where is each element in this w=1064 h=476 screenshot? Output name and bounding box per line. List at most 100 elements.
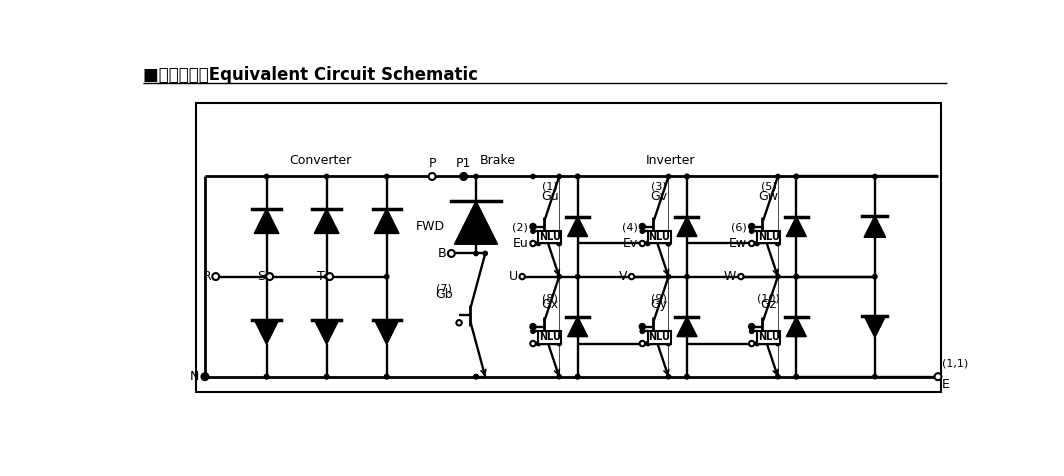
Circle shape — [749, 224, 754, 229]
Circle shape — [473, 375, 478, 379]
Circle shape — [776, 241, 780, 246]
Circle shape — [776, 274, 780, 279]
Circle shape — [749, 224, 753, 228]
Circle shape — [325, 274, 329, 279]
Circle shape — [384, 375, 388, 379]
Bar — [538, 331, 562, 344]
Circle shape — [666, 241, 670, 246]
Text: (10): (10) — [758, 294, 780, 304]
Circle shape — [934, 373, 942, 380]
Circle shape — [384, 174, 388, 178]
Bar — [648, 231, 670, 243]
Text: Gx: Gx — [542, 298, 559, 311]
Circle shape — [264, 375, 269, 379]
Text: Gv: Gv — [651, 189, 668, 203]
Text: (8): (8) — [542, 294, 558, 304]
Circle shape — [213, 273, 219, 280]
Circle shape — [536, 341, 541, 346]
Polygon shape — [254, 320, 279, 344]
Text: Gy: Gy — [651, 298, 668, 311]
Circle shape — [776, 341, 780, 346]
Circle shape — [558, 241, 562, 246]
Text: Ev: Ev — [622, 237, 637, 250]
Text: FWD: FWD — [416, 220, 445, 233]
Circle shape — [685, 274, 689, 279]
Circle shape — [666, 241, 670, 246]
Circle shape — [776, 174, 780, 178]
Circle shape — [872, 375, 877, 379]
Text: Inverter: Inverter — [646, 154, 696, 167]
Circle shape — [576, 375, 580, 379]
Circle shape — [639, 341, 645, 346]
Text: (2): (2) — [513, 223, 529, 233]
Circle shape — [325, 375, 329, 379]
Circle shape — [749, 329, 753, 333]
Circle shape — [576, 174, 580, 178]
Circle shape — [749, 229, 753, 233]
Circle shape — [629, 274, 634, 279]
Circle shape — [666, 174, 670, 178]
Text: Ew: Ew — [729, 237, 747, 250]
Circle shape — [641, 229, 645, 233]
Circle shape — [384, 375, 388, 379]
Text: V: V — [618, 270, 627, 283]
Text: (9): (9) — [651, 294, 667, 304]
Polygon shape — [567, 317, 587, 337]
Circle shape — [639, 241, 645, 246]
Circle shape — [749, 341, 754, 346]
Circle shape — [639, 224, 645, 229]
Polygon shape — [786, 317, 807, 337]
Text: NLU: NLU — [758, 332, 780, 342]
Text: NLU: NLU — [648, 332, 670, 342]
Text: (3): (3) — [651, 181, 667, 191]
Text: Eu: Eu — [513, 237, 529, 250]
Bar — [758, 331, 780, 344]
Circle shape — [530, 241, 535, 246]
Text: Gz: Gz — [761, 298, 777, 311]
Polygon shape — [254, 209, 279, 233]
Text: U: U — [509, 270, 517, 283]
Circle shape — [872, 274, 877, 279]
Text: (7): (7) — [436, 284, 451, 294]
Circle shape — [266, 273, 273, 280]
Polygon shape — [375, 209, 399, 233]
Circle shape — [203, 375, 207, 379]
Circle shape — [794, 274, 798, 279]
Circle shape — [462, 174, 466, 178]
Text: Brake: Brake — [480, 154, 516, 167]
Circle shape — [456, 320, 462, 326]
Polygon shape — [864, 316, 885, 337]
Circle shape — [794, 174, 798, 178]
Text: NLU: NLU — [539, 232, 561, 242]
Circle shape — [461, 173, 467, 180]
Text: Converter: Converter — [289, 154, 351, 167]
Circle shape — [685, 375, 689, 379]
Circle shape — [531, 174, 535, 178]
Circle shape — [558, 174, 562, 178]
Circle shape — [473, 251, 478, 256]
Circle shape — [531, 224, 535, 228]
Circle shape — [576, 375, 580, 379]
Circle shape — [646, 241, 650, 246]
Text: S: S — [257, 270, 265, 283]
Text: W: W — [724, 270, 736, 283]
Text: B: B — [438, 247, 447, 260]
Circle shape — [201, 373, 209, 380]
Text: NLU: NLU — [758, 232, 780, 242]
Circle shape — [666, 274, 670, 279]
Circle shape — [872, 174, 877, 178]
Circle shape — [473, 174, 478, 178]
Text: R: R — [202, 270, 211, 283]
Text: Gu: Gu — [542, 189, 559, 203]
Circle shape — [641, 224, 645, 228]
Circle shape — [325, 174, 329, 178]
Polygon shape — [786, 217, 807, 237]
Circle shape — [558, 274, 562, 279]
Circle shape — [776, 241, 780, 246]
Circle shape — [264, 174, 269, 178]
Circle shape — [327, 273, 333, 280]
Text: (1,1): (1,1) — [942, 359, 968, 369]
Text: ■等価回路：Equivalent Circuit Schematic: ■等価回路：Equivalent Circuit Schematic — [144, 66, 479, 84]
Polygon shape — [375, 320, 399, 344]
Polygon shape — [864, 216, 885, 238]
